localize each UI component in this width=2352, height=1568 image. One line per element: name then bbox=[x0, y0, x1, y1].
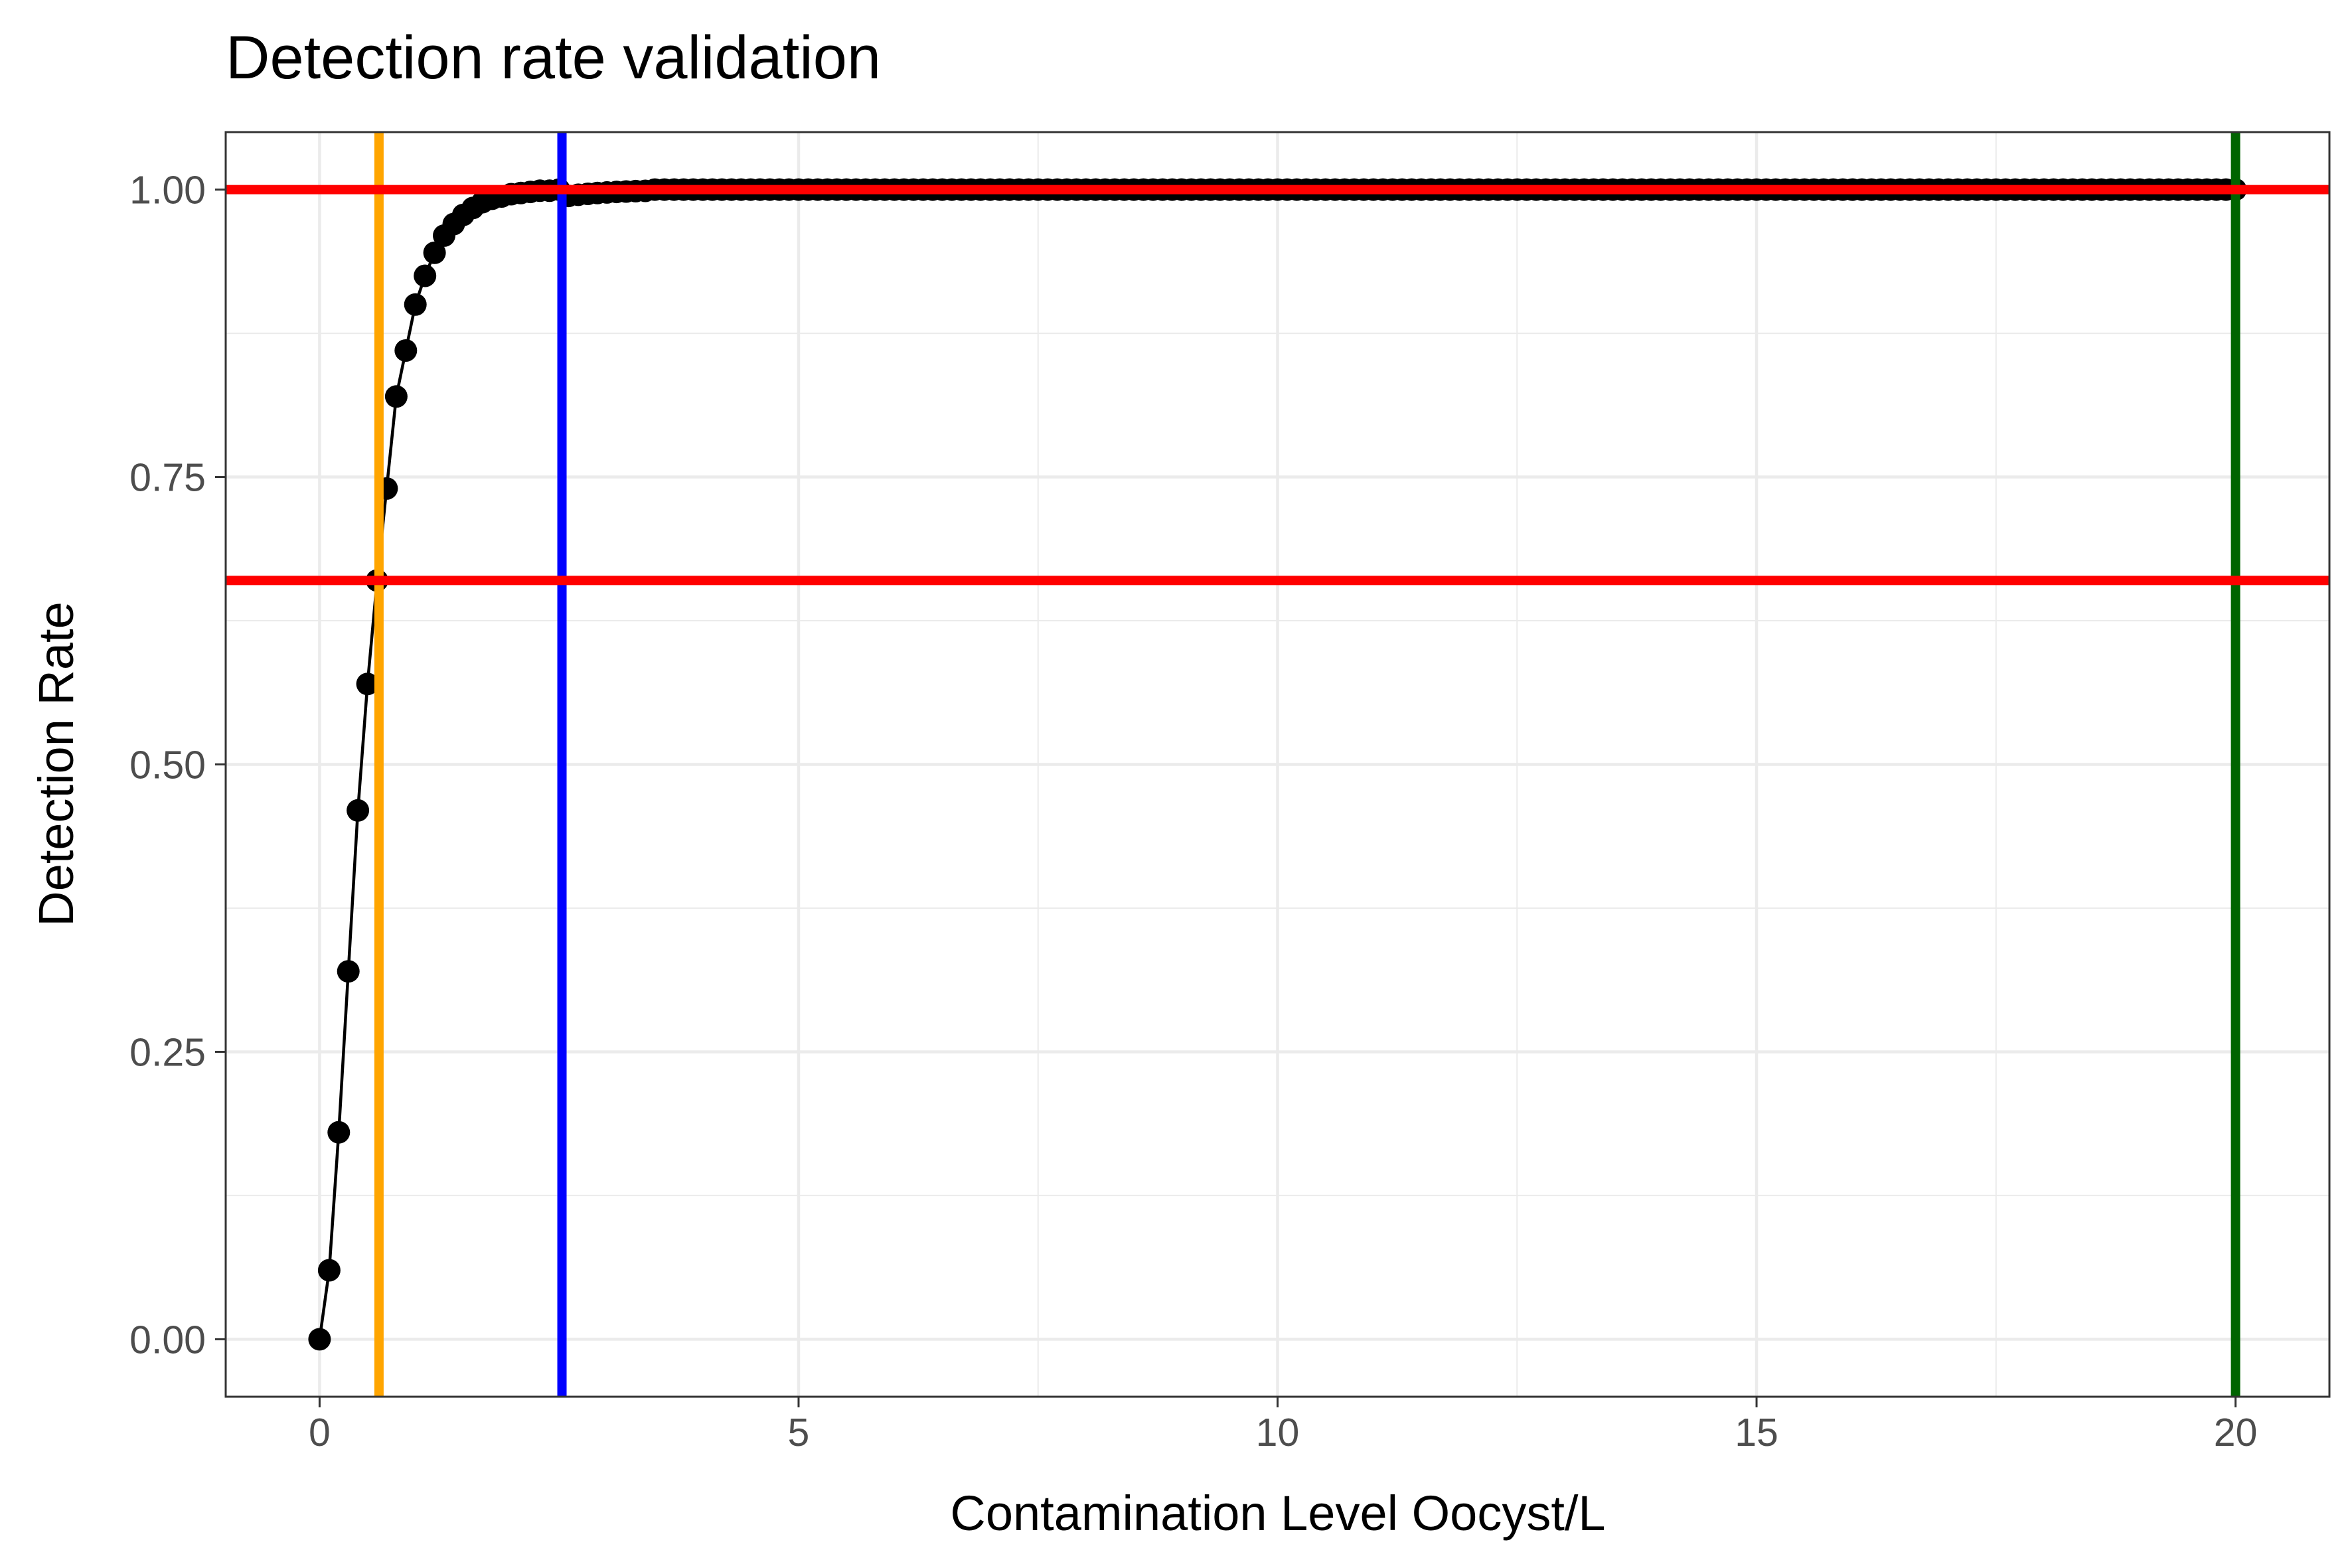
chart-title: Detection rate validation bbox=[226, 24, 881, 92]
y-axis-title: Detection Rate bbox=[29, 601, 84, 927]
data-point bbox=[308, 1328, 331, 1351]
x-tick-label: 0 bbox=[309, 1411, 331, 1454]
y-tick-label: 0.00 bbox=[129, 1318, 206, 1362]
x-tick-label: 10 bbox=[1256, 1411, 1300, 1454]
reference-lines bbox=[226, 132, 2329, 1397]
data-point bbox=[394, 339, 418, 362]
data-point bbox=[414, 264, 437, 287]
x-tick-label: 15 bbox=[1735, 1411, 1778, 1454]
x-axis-title: Contamination Level Oocyst/L bbox=[950, 1486, 1605, 1541]
y-tick-label: 1.00 bbox=[129, 169, 206, 212]
x-tick-label: 20 bbox=[2214, 1411, 2258, 1454]
data-point bbox=[404, 293, 427, 316]
axis-ticks: 0 5 10 15 20 0.00 0.25 0.50 0.75 1.00 bbox=[129, 169, 2257, 1454]
y-tick-label: 0.25 bbox=[129, 1030, 206, 1074]
data-point bbox=[347, 799, 370, 822]
data-point bbox=[384, 385, 408, 408]
y-tick-label: 0.75 bbox=[129, 456, 206, 500]
data-point bbox=[327, 1121, 351, 1144]
x-tick-label: 5 bbox=[788, 1411, 810, 1454]
data-point bbox=[337, 960, 360, 983]
data-point bbox=[423, 241, 446, 264]
y-tick-label: 0.50 bbox=[129, 744, 206, 787]
data-point bbox=[356, 672, 379, 696]
data-point bbox=[317, 1259, 341, 1282]
grid-lines bbox=[226, 132, 2329, 1397]
